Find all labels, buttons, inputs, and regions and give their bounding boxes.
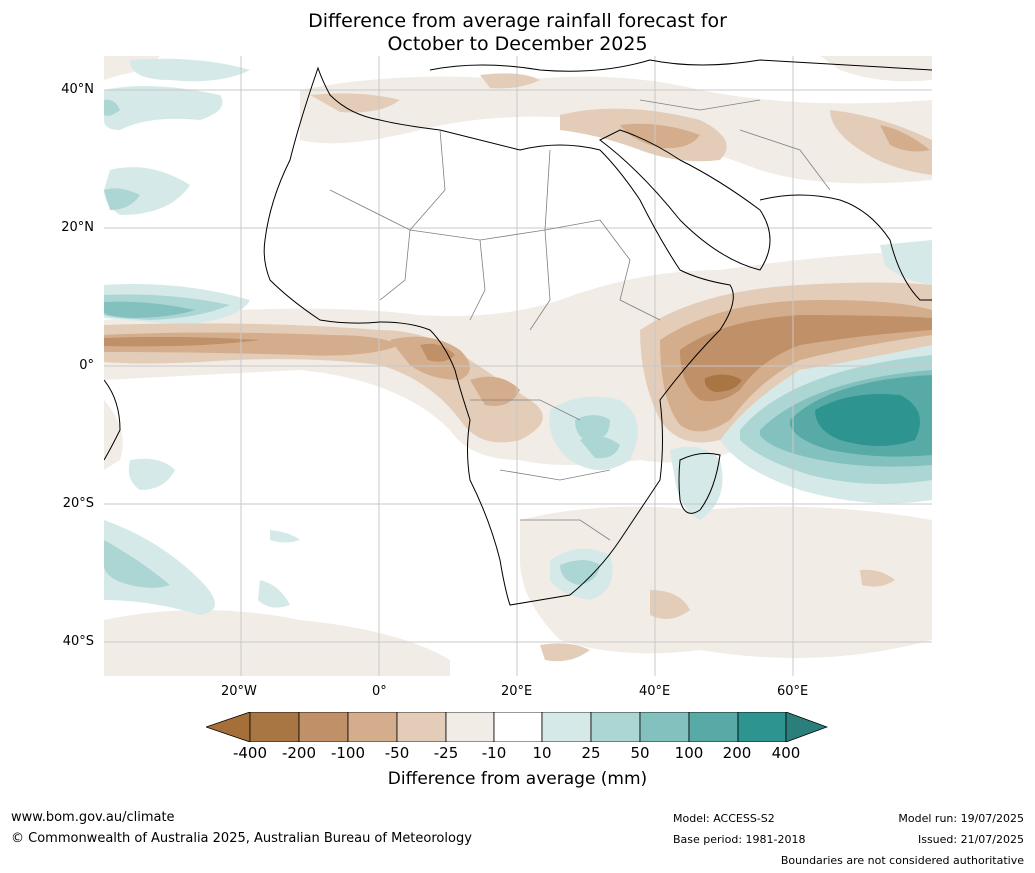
colorbar-segment [445, 712, 495, 742]
lon-label-40e: 40°E [639, 684, 671, 699]
model-run-text: Model run: 19/07/2025 [898, 812, 1024, 825]
lat-label-20n: 20°N [61, 220, 94, 235]
base-period-text: Base period: 1981-2018 [673, 833, 806, 846]
legend-tick: 100 [674, 744, 704, 762]
legend-tick: 10 [532, 744, 552, 762]
legend-tick: -50 [384, 744, 410, 762]
country-boundaries [329, 99, 831, 541]
colorbar-segment [493, 712, 543, 742]
legend-tick: 50 [630, 744, 650, 762]
legend-tick: 400 [771, 744, 801, 762]
colorbar-segment [541, 712, 592, 742]
colorbar-segment [688, 712, 739, 742]
wet-anomaly-extreme [815, 394, 920, 446]
graticule [104, 56, 932, 676]
lon-label-20w: 20°W [221, 684, 257, 699]
legend-tick: -400 [232, 744, 268, 762]
legend-tick: 25 [581, 744, 601, 762]
rainfall-map [104, 56, 932, 676]
boundaries-note: Boundaries are not considered authoritat… [780, 854, 1024, 867]
lat-label-40s: 40°S [62, 634, 94, 649]
legend-tick: -100 [330, 744, 366, 762]
website-link[interactable]: www.bom.gov.au/climate [11, 810, 175, 825]
map-title: Difference from average rainfall forecas… [0, 10, 1035, 56]
colorbar-arrow-left [206, 712, 251, 742]
coastlines [104, 59, 932, 606]
dry-anomaly-very-strong [104, 315, 932, 402]
legend-tick: -25 [433, 744, 459, 762]
title-line-1: Difference from average rainfall forecas… [308, 10, 727, 32]
colorbar-segment [298, 712, 349, 742]
copyright-text: © Commonwealth of Australia 2025, Austra… [11, 831, 472, 846]
lon-label-60e: 60°E [777, 684, 809, 699]
lat-label-40n: 40°N [61, 82, 94, 97]
colorbar-segment [737, 712, 787, 742]
lon-label-0: 0° [372, 684, 387, 699]
legend-title: Difference from average (mm) [387, 769, 648, 789]
colorbar-segment [590, 712, 641, 742]
colorbar-segment [396, 712, 447, 742]
issued-text: Issued: 21/07/2025 [917, 833, 1024, 846]
title-line-2: October to December 2025 [387, 33, 648, 55]
map-canvas [104, 56, 932, 676]
colorbar [206, 712, 828, 742]
legend-tick: -200 [281, 744, 317, 762]
colorbar-segment [249, 712, 300, 742]
colorbar-segment [639, 712, 690, 742]
legend-tick: -10 [481, 744, 507, 762]
lat-label-equator: 0° [79, 358, 94, 373]
colorbar-arrow-right [785, 712, 828, 742]
colorbar-segment [347, 712, 398, 742]
lon-label-20e: 20°E [501, 684, 533, 699]
model-text: Model: ACCESS-S2 [673, 812, 775, 825]
lat-label-20s: 20°S [62, 496, 94, 511]
legend-tick: 200 [722, 744, 752, 762]
dry-anomaly-extreme [704, 374, 742, 392]
